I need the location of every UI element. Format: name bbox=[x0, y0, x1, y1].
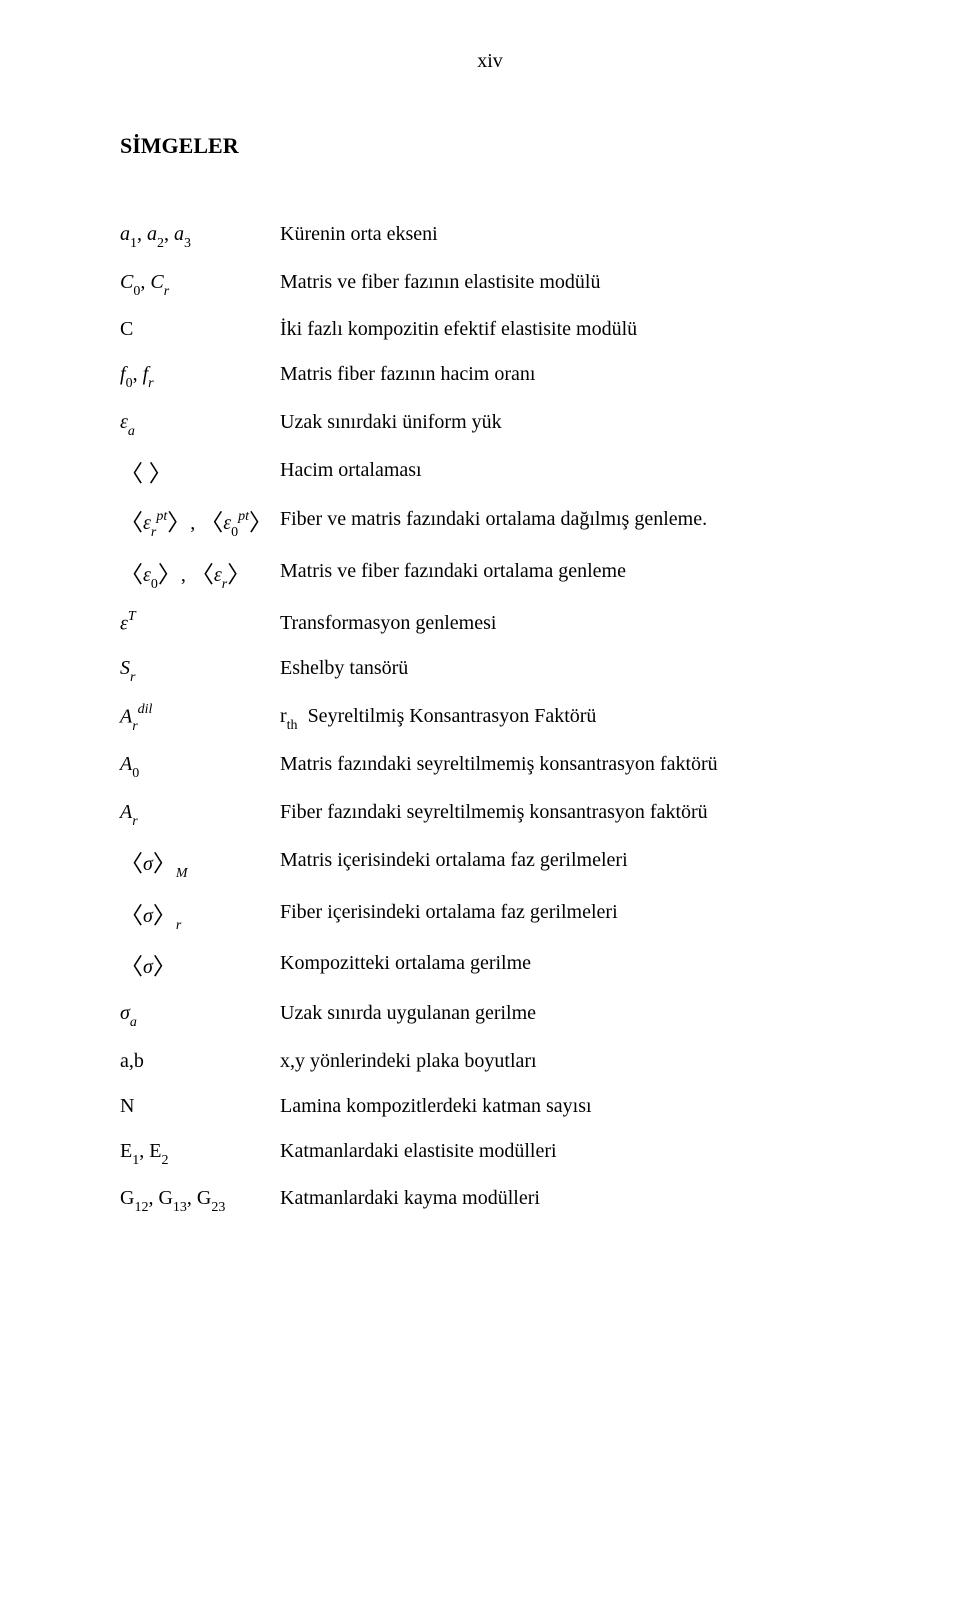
description-cell: İki fazlı kompozitin efektif elastisite … bbox=[280, 314, 860, 345]
symbol-row: σaUzak sınırda uygulanan gerilme bbox=[120, 998, 860, 1032]
symbol-row: Ardilrth Seyreltilmiş Konsantrasyon Fakt… bbox=[120, 701, 860, 735]
symbol-row: A0Matris fazındaki seyreltilmemiş konsan… bbox=[120, 749, 860, 783]
symbol-cell: εT bbox=[120, 608, 280, 640]
symbol-row: f0, frMatris fiber fazının hacim oranı bbox=[120, 359, 860, 393]
symbol-row: a1, a2, a3Kürenin orta ekseni bbox=[120, 219, 860, 253]
symbol-row: C0, CrMatris ve fiber fazının elastisite… bbox=[120, 267, 860, 301]
symbol-cell: 〈σ〉 bbox=[120, 948, 280, 984]
symbol-cell: 〈 〉 bbox=[120, 455, 280, 491]
symbol-row: Cİki fazlı kompozitin efektif elastisite… bbox=[120, 314, 860, 345]
description-cell: rth Seyreltilmiş Konsantrasyon Faktörü bbox=[280, 701, 860, 735]
description-cell: Uzak sınırda uygulanan gerilme bbox=[280, 998, 860, 1029]
symbol-cell: 〈εrpt〉, 〈ε0pt〉 bbox=[120, 504, 280, 542]
symbol-cell: A0 bbox=[120, 749, 280, 783]
description-cell: Matris içerisindeki ortalama faz gerilme… bbox=[280, 845, 860, 876]
symbol-row: εaUzak sınırdaki üniform yük bbox=[120, 407, 860, 441]
symbol-cell: E1, E2 bbox=[120, 1136, 280, 1170]
symbol-row: 〈σ〉Kompozitteki ortalama gerilme bbox=[120, 948, 860, 984]
symbol-row: ArFiber fazındaki seyreltilmemiş konsant… bbox=[120, 797, 860, 831]
symbol-cell: εa bbox=[120, 407, 280, 441]
description-cell: Matris fazındaki seyreltilmemiş konsantr… bbox=[280, 749, 860, 780]
symbol-table: a1, a2, a3Kürenin orta ekseniC0, CrMatri… bbox=[120, 219, 860, 1217]
symbol-cell: G12, G13, G23 bbox=[120, 1183, 280, 1217]
symbol-cell: Sr bbox=[120, 653, 280, 687]
symbol-cell: σa bbox=[120, 998, 280, 1032]
symbol-row: 〈 〉Hacim ortalaması bbox=[120, 455, 860, 491]
symbol-cell: f0, fr bbox=[120, 359, 280, 393]
description-cell: Fiber içerisindeki ortalama faz gerilmel… bbox=[280, 897, 860, 928]
symbol-row: SrEshelby tansörü bbox=[120, 653, 860, 687]
description-cell: Uzak sınırdaki üniform yük bbox=[280, 407, 860, 438]
description-cell: Lamina kompozitlerdeki katman sayısı bbox=[280, 1091, 860, 1122]
symbol-row: 〈σ〉rFiber içerisindeki ortalama faz geri… bbox=[120, 897, 860, 935]
symbol-row: E1, E2Katmanlardaki elastisite modülleri bbox=[120, 1136, 860, 1170]
symbol-row: G12, G13, G23Katmanlardaki kayma modülle… bbox=[120, 1183, 860, 1217]
symbol-cell: C bbox=[120, 314, 280, 345]
description-cell: Katmanlardaki kayma modülleri bbox=[280, 1183, 860, 1214]
symbol-cell: Ar bbox=[120, 797, 280, 831]
description-cell: Matris fiber fazının hacim oranı bbox=[280, 359, 860, 390]
description-cell: Matris ve fiber fazındaki ortalama genle… bbox=[280, 556, 860, 587]
description-cell: Fiber ve matris fazındaki ortalama dağıl… bbox=[280, 504, 860, 535]
symbol-row: 〈σ〉MMatris içerisindeki ortalama faz ger… bbox=[120, 845, 860, 883]
symbol-row: 〈ε0〉, 〈εr〉Matris ve fiber fazındaki orta… bbox=[120, 556, 860, 594]
symbol-row: NLamina kompozitlerdeki katman sayısı bbox=[120, 1091, 860, 1122]
description-cell: Kürenin orta ekseni bbox=[280, 219, 860, 250]
description-cell: Katmanlardaki elastisite modülleri bbox=[280, 1136, 860, 1167]
description-cell: x,y yönlerindeki plaka boyutları bbox=[280, 1046, 860, 1077]
description-cell: Hacim ortalaması bbox=[280, 455, 860, 486]
description-cell: Kompozitteki ortalama gerilme bbox=[280, 948, 860, 979]
symbol-cell: a1, a2, a3 bbox=[120, 219, 280, 253]
symbol-row: a,bx,y yönlerindeki plaka boyutları bbox=[120, 1046, 860, 1077]
description-cell: Matris ve fiber fazının elastisite modül… bbox=[280, 267, 860, 298]
symbol-cell: N bbox=[120, 1091, 280, 1122]
page-number: xiv bbox=[120, 50, 860, 73]
symbol-row: εTTransformasyon genlemesi bbox=[120, 608, 860, 640]
page-heading: SİMGELER bbox=[120, 133, 860, 159]
symbol-cell: 〈ε0〉, 〈εr〉 bbox=[120, 556, 280, 594]
description-cell: Eshelby tansörü bbox=[280, 653, 860, 684]
symbol-cell: 〈σ〉M bbox=[120, 845, 280, 883]
symbol-cell: 〈σ〉r bbox=[120, 897, 280, 935]
description-cell: Transformasyon genlemesi bbox=[280, 608, 860, 639]
description-cell: Fiber fazındaki seyreltilmemiş konsantra… bbox=[280, 797, 860, 828]
symbol-cell: Ardil bbox=[120, 701, 280, 735]
symbol-cell: C0, Cr bbox=[120, 267, 280, 301]
symbol-row: 〈εrpt〉, 〈ε0pt〉Fiber ve matris fazındaki … bbox=[120, 504, 860, 542]
symbol-cell: a,b bbox=[120, 1046, 280, 1077]
